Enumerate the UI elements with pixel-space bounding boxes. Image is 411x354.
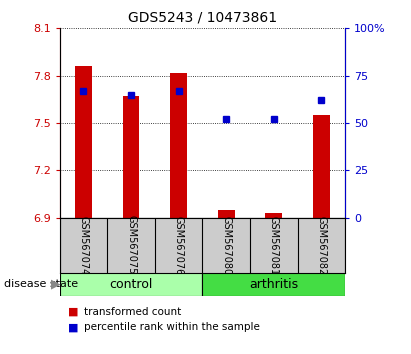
Title: GDS5243 / 10473861: GDS5243 / 10473861 xyxy=(128,10,277,24)
Text: GSM567080: GSM567080 xyxy=(221,216,231,275)
Bar xyxy=(313,115,330,218)
Text: GSM567082: GSM567082 xyxy=(316,216,326,275)
Bar xyxy=(202,273,345,296)
Bar xyxy=(170,73,187,218)
Text: GSM567074: GSM567074 xyxy=(79,216,88,275)
Bar xyxy=(60,273,202,296)
Bar xyxy=(75,66,92,218)
Text: GSM567076: GSM567076 xyxy=(173,216,184,275)
Text: disease state: disease state xyxy=(4,279,78,289)
Text: transformed count: transformed count xyxy=(84,307,182,316)
Text: GSM567075: GSM567075 xyxy=(126,216,136,275)
Text: percentile rank within the sample: percentile rank within the sample xyxy=(84,322,260,332)
Bar xyxy=(218,210,235,218)
Text: ■: ■ xyxy=(68,322,79,332)
Text: ■: ■ xyxy=(68,307,79,316)
Bar xyxy=(122,96,139,218)
Text: control: control xyxy=(109,278,153,291)
Bar xyxy=(266,213,282,218)
Text: ▶: ▶ xyxy=(51,278,61,291)
Text: GSM567081: GSM567081 xyxy=(269,216,279,275)
Text: arthritis: arthritis xyxy=(249,278,298,291)
